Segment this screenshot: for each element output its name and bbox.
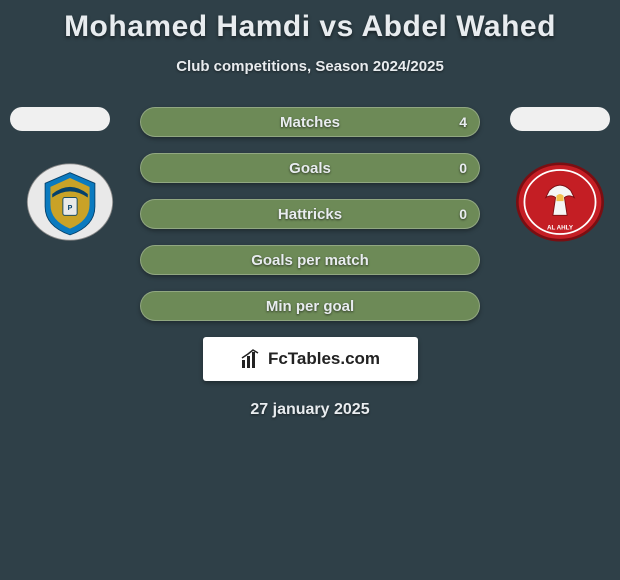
club-left-badge: P bbox=[25, 162, 115, 242]
stat-row-matches: Matches 4 bbox=[140, 107, 480, 137]
stat-row-goals: Goals 0 bbox=[140, 153, 480, 183]
club-right-badge: AL AHLY bbox=[515, 162, 605, 242]
stat-row-min-per-goal: Min per goal bbox=[140, 291, 480, 321]
stat-right-value: 0 bbox=[459, 206, 467, 222]
svg-text:P: P bbox=[68, 204, 73, 212]
player-right-avatar-slot bbox=[510, 107, 610, 131]
subtitle: Club competitions, Season 2024/2025 bbox=[0, 58, 620, 75]
stat-label: Min per goal bbox=[141, 298, 479, 315]
stat-label: Goals bbox=[141, 160, 479, 177]
brand-chart-icon bbox=[240, 348, 262, 370]
stat-rows: Matches 4 Goals 0 Hattricks 0 Goals per … bbox=[140, 107, 480, 321]
player-left-avatar-slot bbox=[10, 107, 110, 131]
svg-text:AL AHLY: AL AHLY bbox=[547, 225, 574, 232]
brand-box: FcTables.com bbox=[203, 337, 418, 381]
stat-right-value: 4 bbox=[459, 114, 467, 130]
stat-label: Goals per match bbox=[141, 252, 479, 269]
stat-label: Hattricks bbox=[141, 206, 479, 223]
stat-row-hattricks: Hattricks 0 bbox=[140, 199, 480, 229]
brand-text: FcTables.com bbox=[268, 349, 380, 369]
stat-row-goals-per-match: Goals per match bbox=[140, 245, 480, 275]
stat-right-value: 0 bbox=[459, 160, 467, 176]
page-title: Mohamed Hamdi vs Abdel Wahed bbox=[0, 0, 620, 44]
comparison-area: P AL AHLY Matches 4 Goals 0 Hattricks 0 bbox=[0, 107, 620, 321]
date-label: 27 january 2025 bbox=[0, 401, 620, 419]
stat-label: Matches bbox=[141, 114, 479, 131]
